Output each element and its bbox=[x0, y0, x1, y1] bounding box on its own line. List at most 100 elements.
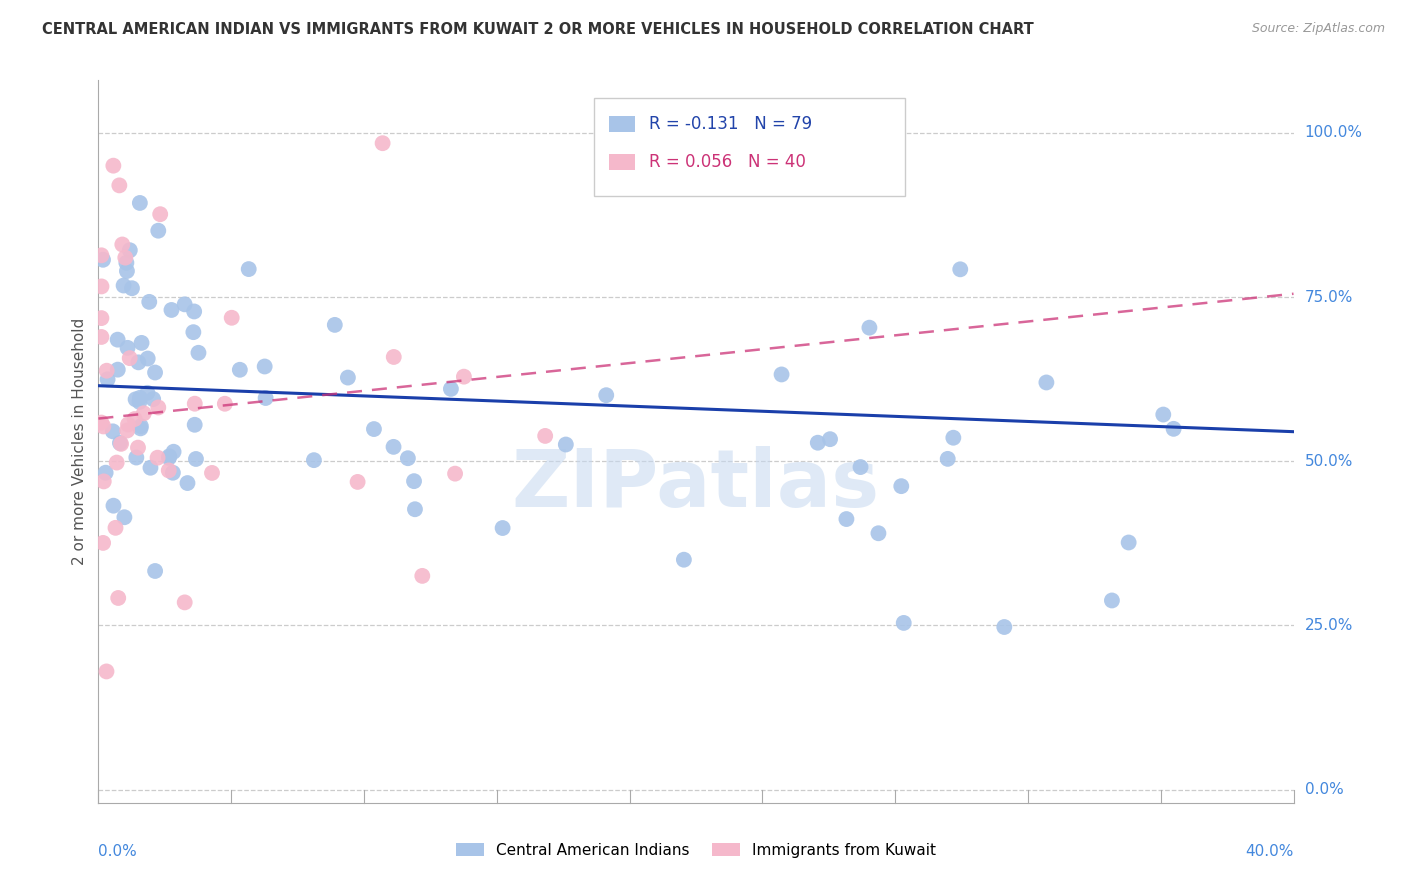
Point bbox=[105, 456, 128, 470]
Point bbox=[221, 310, 243, 325]
Text: 100.0%: 100.0% bbox=[1305, 126, 1362, 140]
Point bbox=[849, 460, 872, 475]
Point bbox=[138, 294, 160, 309]
Text: ZIPatlas: ZIPatlas bbox=[512, 446, 880, 524]
Text: 50.0%: 50.0% bbox=[1305, 454, 1353, 468]
Point bbox=[214, 397, 236, 411]
Point bbox=[136, 351, 159, 366]
Point bbox=[115, 264, 138, 278]
Point bbox=[157, 450, 180, 464]
Point bbox=[336, 370, 359, 384]
Point bbox=[146, 450, 169, 465]
Point bbox=[807, 435, 830, 450]
Point bbox=[770, 368, 793, 382]
Point bbox=[184, 397, 207, 411]
Point bbox=[101, 425, 124, 439]
Point bbox=[453, 369, 475, 384]
Y-axis label: 2 or more Vehicles in Household: 2 or more Vehicles in Household bbox=[72, 318, 87, 566]
Text: CENTRAL AMERICAN INDIAN VS IMMIGRANTS FROM KUWAIT 2 OR MORE VEHICLES IN HOUSEHOL: CENTRAL AMERICAN INDIAN VS IMMIGRANTS FR… bbox=[42, 22, 1033, 37]
Point bbox=[890, 479, 912, 493]
Point bbox=[97, 372, 120, 386]
Point bbox=[183, 325, 205, 339]
FancyBboxPatch shape bbox=[595, 98, 905, 196]
Point bbox=[162, 466, 184, 480]
Point bbox=[534, 429, 557, 443]
Point bbox=[440, 382, 463, 396]
Point bbox=[107, 333, 129, 347]
Point bbox=[118, 351, 141, 366]
Point bbox=[124, 392, 146, 407]
Point bbox=[160, 303, 183, 318]
Point bbox=[993, 620, 1015, 634]
FancyBboxPatch shape bbox=[609, 116, 636, 132]
Point bbox=[128, 196, 150, 211]
Point bbox=[173, 595, 195, 609]
Point bbox=[108, 178, 131, 193]
Point bbox=[104, 521, 127, 535]
Point bbox=[112, 510, 135, 524]
Point bbox=[595, 388, 617, 402]
Point bbox=[115, 256, 138, 270]
Point bbox=[302, 453, 325, 467]
Point bbox=[858, 320, 880, 334]
Point bbox=[91, 536, 114, 550]
Point bbox=[136, 385, 159, 400]
Text: Source: ZipAtlas.com: Source: ZipAtlas.com bbox=[1251, 22, 1385, 36]
Point bbox=[157, 463, 180, 477]
Point bbox=[1118, 535, 1140, 549]
Point bbox=[184, 452, 207, 467]
Point bbox=[382, 350, 405, 364]
Point bbox=[253, 359, 276, 374]
Point bbox=[229, 363, 252, 377]
Point bbox=[868, 526, 890, 541]
Point bbox=[128, 395, 150, 409]
Point bbox=[125, 450, 148, 465]
Point bbox=[110, 437, 132, 451]
Point bbox=[554, 437, 576, 451]
Point bbox=[103, 499, 125, 513]
Point bbox=[127, 355, 149, 369]
Point bbox=[254, 391, 277, 405]
Point bbox=[672, 552, 695, 566]
FancyBboxPatch shape bbox=[609, 154, 636, 169]
Text: 40.0%: 40.0% bbox=[1246, 845, 1294, 860]
Legend: Central American Indians, Immigrants from Kuwait: Central American Indians, Immigrants fro… bbox=[450, 837, 942, 863]
Point bbox=[942, 431, 965, 445]
Point bbox=[936, 451, 959, 466]
Point bbox=[1163, 422, 1185, 436]
Point bbox=[149, 207, 172, 221]
Point bbox=[1101, 593, 1123, 607]
Point bbox=[117, 341, 139, 355]
Point bbox=[143, 564, 166, 578]
Point bbox=[346, 475, 368, 489]
Point bbox=[382, 440, 405, 454]
Text: 0.0%: 0.0% bbox=[1305, 782, 1343, 797]
Point bbox=[129, 421, 152, 435]
Point bbox=[396, 451, 419, 466]
Point bbox=[1035, 376, 1057, 390]
Point bbox=[117, 417, 139, 432]
Point bbox=[93, 419, 115, 434]
Point bbox=[90, 330, 112, 344]
Point bbox=[411, 569, 433, 583]
Point bbox=[183, 304, 205, 318]
Point bbox=[491, 521, 513, 535]
Point bbox=[108, 436, 131, 450]
Point bbox=[148, 224, 170, 238]
Point bbox=[363, 422, 385, 436]
Point bbox=[139, 460, 162, 475]
Point bbox=[96, 665, 118, 679]
Point bbox=[129, 391, 152, 405]
Point bbox=[142, 392, 165, 406]
Point bbox=[91, 252, 114, 267]
Point bbox=[96, 364, 118, 378]
Point bbox=[90, 311, 112, 326]
Point bbox=[157, 450, 180, 465]
Point bbox=[131, 335, 153, 350]
Point bbox=[118, 244, 141, 258]
Point bbox=[148, 401, 170, 415]
Point bbox=[112, 278, 135, 293]
Point bbox=[90, 416, 112, 430]
Point bbox=[173, 297, 195, 311]
Point bbox=[143, 366, 166, 380]
